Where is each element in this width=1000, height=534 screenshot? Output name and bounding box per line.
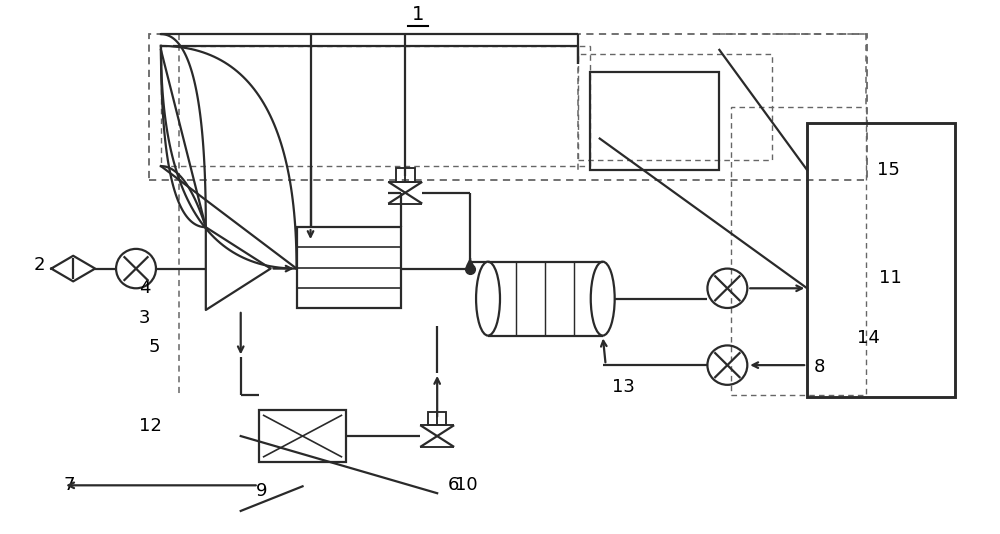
Text: 15: 15 <box>877 161 900 179</box>
Text: 8: 8 <box>814 358 826 376</box>
Text: 5: 5 <box>149 339 160 356</box>
Text: 13: 13 <box>612 378 635 396</box>
Bar <box>807 123 955 397</box>
Text: 1: 1 <box>412 5 424 24</box>
Polygon shape <box>206 227 271 310</box>
Bar <box>297 227 401 308</box>
Circle shape <box>116 249 156 288</box>
Text: 11: 11 <box>879 270 902 287</box>
Bar <box>396 168 415 182</box>
Ellipse shape <box>591 262 615 335</box>
Bar <box>428 412 446 425</box>
Text: 14: 14 <box>857 328 880 347</box>
Bar <box>590 72 719 170</box>
Text: 3: 3 <box>139 309 151 327</box>
Text: 12: 12 <box>139 417 162 435</box>
Bar <box>259 411 346 462</box>
Text: 4: 4 <box>139 279 151 297</box>
Text: 7: 7 <box>63 476 75 494</box>
Bar <box>149 34 867 180</box>
Bar <box>161 46 590 166</box>
Text: 10: 10 <box>455 476 478 494</box>
Text: 9: 9 <box>256 482 267 500</box>
Text: 2: 2 <box>33 256 45 273</box>
Bar <box>731 107 866 395</box>
Text: 6: 6 <box>448 476 460 494</box>
Ellipse shape <box>476 262 500 335</box>
Bar <box>578 54 772 160</box>
